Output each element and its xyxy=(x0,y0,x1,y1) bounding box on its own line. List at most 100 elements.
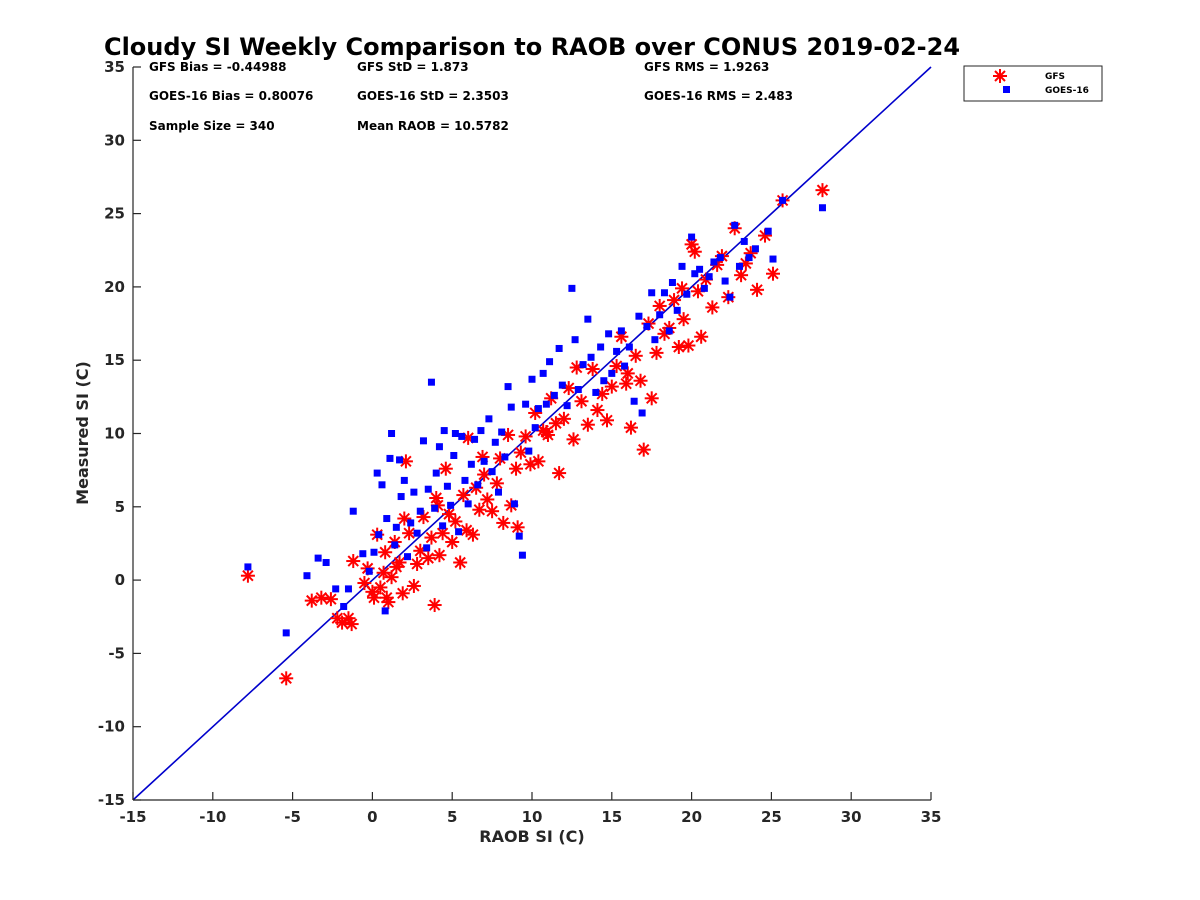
gfs-point xyxy=(518,429,533,444)
x-tick-label: 25 xyxy=(761,808,782,826)
stat-mean-raob: Mean RAOB = 10.5782 xyxy=(357,119,509,133)
legend-gfs-label: GFS xyxy=(1045,72,1065,82)
goes-16-point xyxy=(522,400,530,408)
chart-title: Cloudy SI Weekly Comparison to RAOB over… xyxy=(104,33,960,61)
gfs-point xyxy=(465,527,480,542)
gfs-point xyxy=(438,461,453,476)
gfs-point xyxy=(485,504,500,519)
goes-16-point xyxy=(507,403,515,411)
goes-16-point xyxy=(683,290,691,298)
legend: GFS GOES-16 xyxy=(963,65,1103,102)
gfs-point xyxy=(366,590,381,605)
goes-16-point xyxy=(474,481,482,489)
goes-16-point xyxy=(424,485,432,493)
goes-16-point xyxy=(571,336,579,344)
goes-16-point xyxy=(504,383,512,391)
y-axis-label: Measured SI (C) xyxy=(73,361,92,505)
gfs-point xyxy=(676,312,691,327)
goes-16-point xyxy=(378,481,386,489)
goes-16-point xyxy=(531,424,539,432)
gfs-point xyxy=(539,425,554,440)
goes-16-point xyxy=(407,519,415,527)
gfs-point xyxy=(496,515,511,530)
goes-16-point xyxy=(464,500,472,508)
goes-16-point xyxy=(678,262,686,270)
goes-16-point xyxy=(751,245,759,253)
gfs-point xyxy=(489,476,504,491)
goes-16-point xyxy=(534,405,542,413)
goes-16-point xyxy=(735,262,743,270)
gfs-point xyxy=(694,329,709,344)
gfs-point xyxy=(346,554,361,569)
plot-area xyxy=(132,66,932,801)
goes-16-point xyxy=(344,585,352,593)
x-tick-label: -10 xyxy=(199,808,226,826)
goes-16-point xyxy=(731,221,739,229)
goes-16-point xyxy=(660,289,668,297)
goes-16-point xyxy=(488,468,496,476)
goes-16-point xyxy=(440,427,448,435)
x-tick-label: 30 xyxy=(841,808,862,826)
y-tick-label: -5 xyxy=(108,644,125,662)
goes-16-point xyxy=(485,415,493,423)
goes-16-point xyxy=(455,528,463,536)
goes-16-point xyxy=(648,289,656,297)
goes-16-point xyxy=(584,315,592,323)
goes-16-point xyxy=(726,293,734,301)
x-tick-label: 15 xyxy=(601,808,622,826)
y-axis-ticks: -15 -10 -5 0 5 10 15 20 25 30 35 xyxy=(98,58,141,809)
goes-16-point xyxy=(716,254,724,262)
x-tick-label: 0 xyxy=(367,808,377,826)
gfs-point xyxy=(636,442,651,457)
goes-16-point xyxy=(779,196,787,204)
gfs-point xyxy=(395,586,410,601)
gfs-point xyxy=(509,461,524,476)
gfs-point xyxy=(667,293,682,308)
goes-16-point xyxy=(555,344,563,352)
goes-16-point xyxy=(443,482,451,490)
gfs-point xyxy=(240,568,255,583)
gfs-point xyxy=(448,514,463,529)
goes-16-point xyxy=(471,435,479,443)
goes-16-point xyxy=(613,347,621,355)
gfs-point xyxy=(687,244,702,259)
gfs-point xyxy=(765,266,780,281)
goes-16-point xyxy=(769,255,777,263)
y-tick-label: 15 xyxy=(104,351,125,369)
goes-16-point xyxy=(668,279,676,287)
goes-16-point xyxy=(563,402,571,410)
goes-16-point xyxy=(435,443,443,451)
gfs-point xyxy=(453,555,468,570)
goes-16-point xyxy=(404,553,412,561)
reference-line xyxy=(132,66,932,801)
gfs-point xyxy=(392,555,407,570)
goes-16-point xyxy=(700,284,708,292)
goes-16-point xyxy=(592,388,600,396)
stat-goes-rms: GOES-16 RMS = 2.483 xyxy=(644,89,793,103)
goes-16-point xyxy=(359,550,367,558)
gfs-point xyxy=(432,548,447,563)
gfs-point xyxy=(644,391,659,406)
stat-gfs-bias: GFS Bias = -0.44988 xyxy=(149,60,286,74)
goes-16-point xyxy=(322,559,330,567)
gfs-point xyxy=(604,379,619,394)
x-tick-label: -15 xyxy=(119,808,146,826)
y-tick-label: 0 xyxy=(115,571,125,589)
goes-16-point xyxy=(691,270,699,278)
x-tick-label: 5 xyxy=(447,808,457,826)
gfs-point xyxy=(628,348,643,363)
gfs-point xyxy=(480,492,495,507)
goes-16-point xyxy=(630,397,638,405)
y-tick-label: 20 xyxy=(104,278,125,296)
gfs-point xyxy=(344,617,359,632)
gfs-point xyxy=(314,590,329,605)
gfs-point xyxy=(600,413,615,428)
gfs-point xyxy=(357,576,372,591)
goes-16-point xyxy=(498,428,506,436)
goes-16-point xyxy=(386,454,394,462)
goes-16-point xyxy=(447,501,455,509)
goes-16-point xyxy=(413,529,421,537)
y-tick-label: 10 xyxy=(104,425,125,443)
gfs-point xyxy=(681,338,696,353)
